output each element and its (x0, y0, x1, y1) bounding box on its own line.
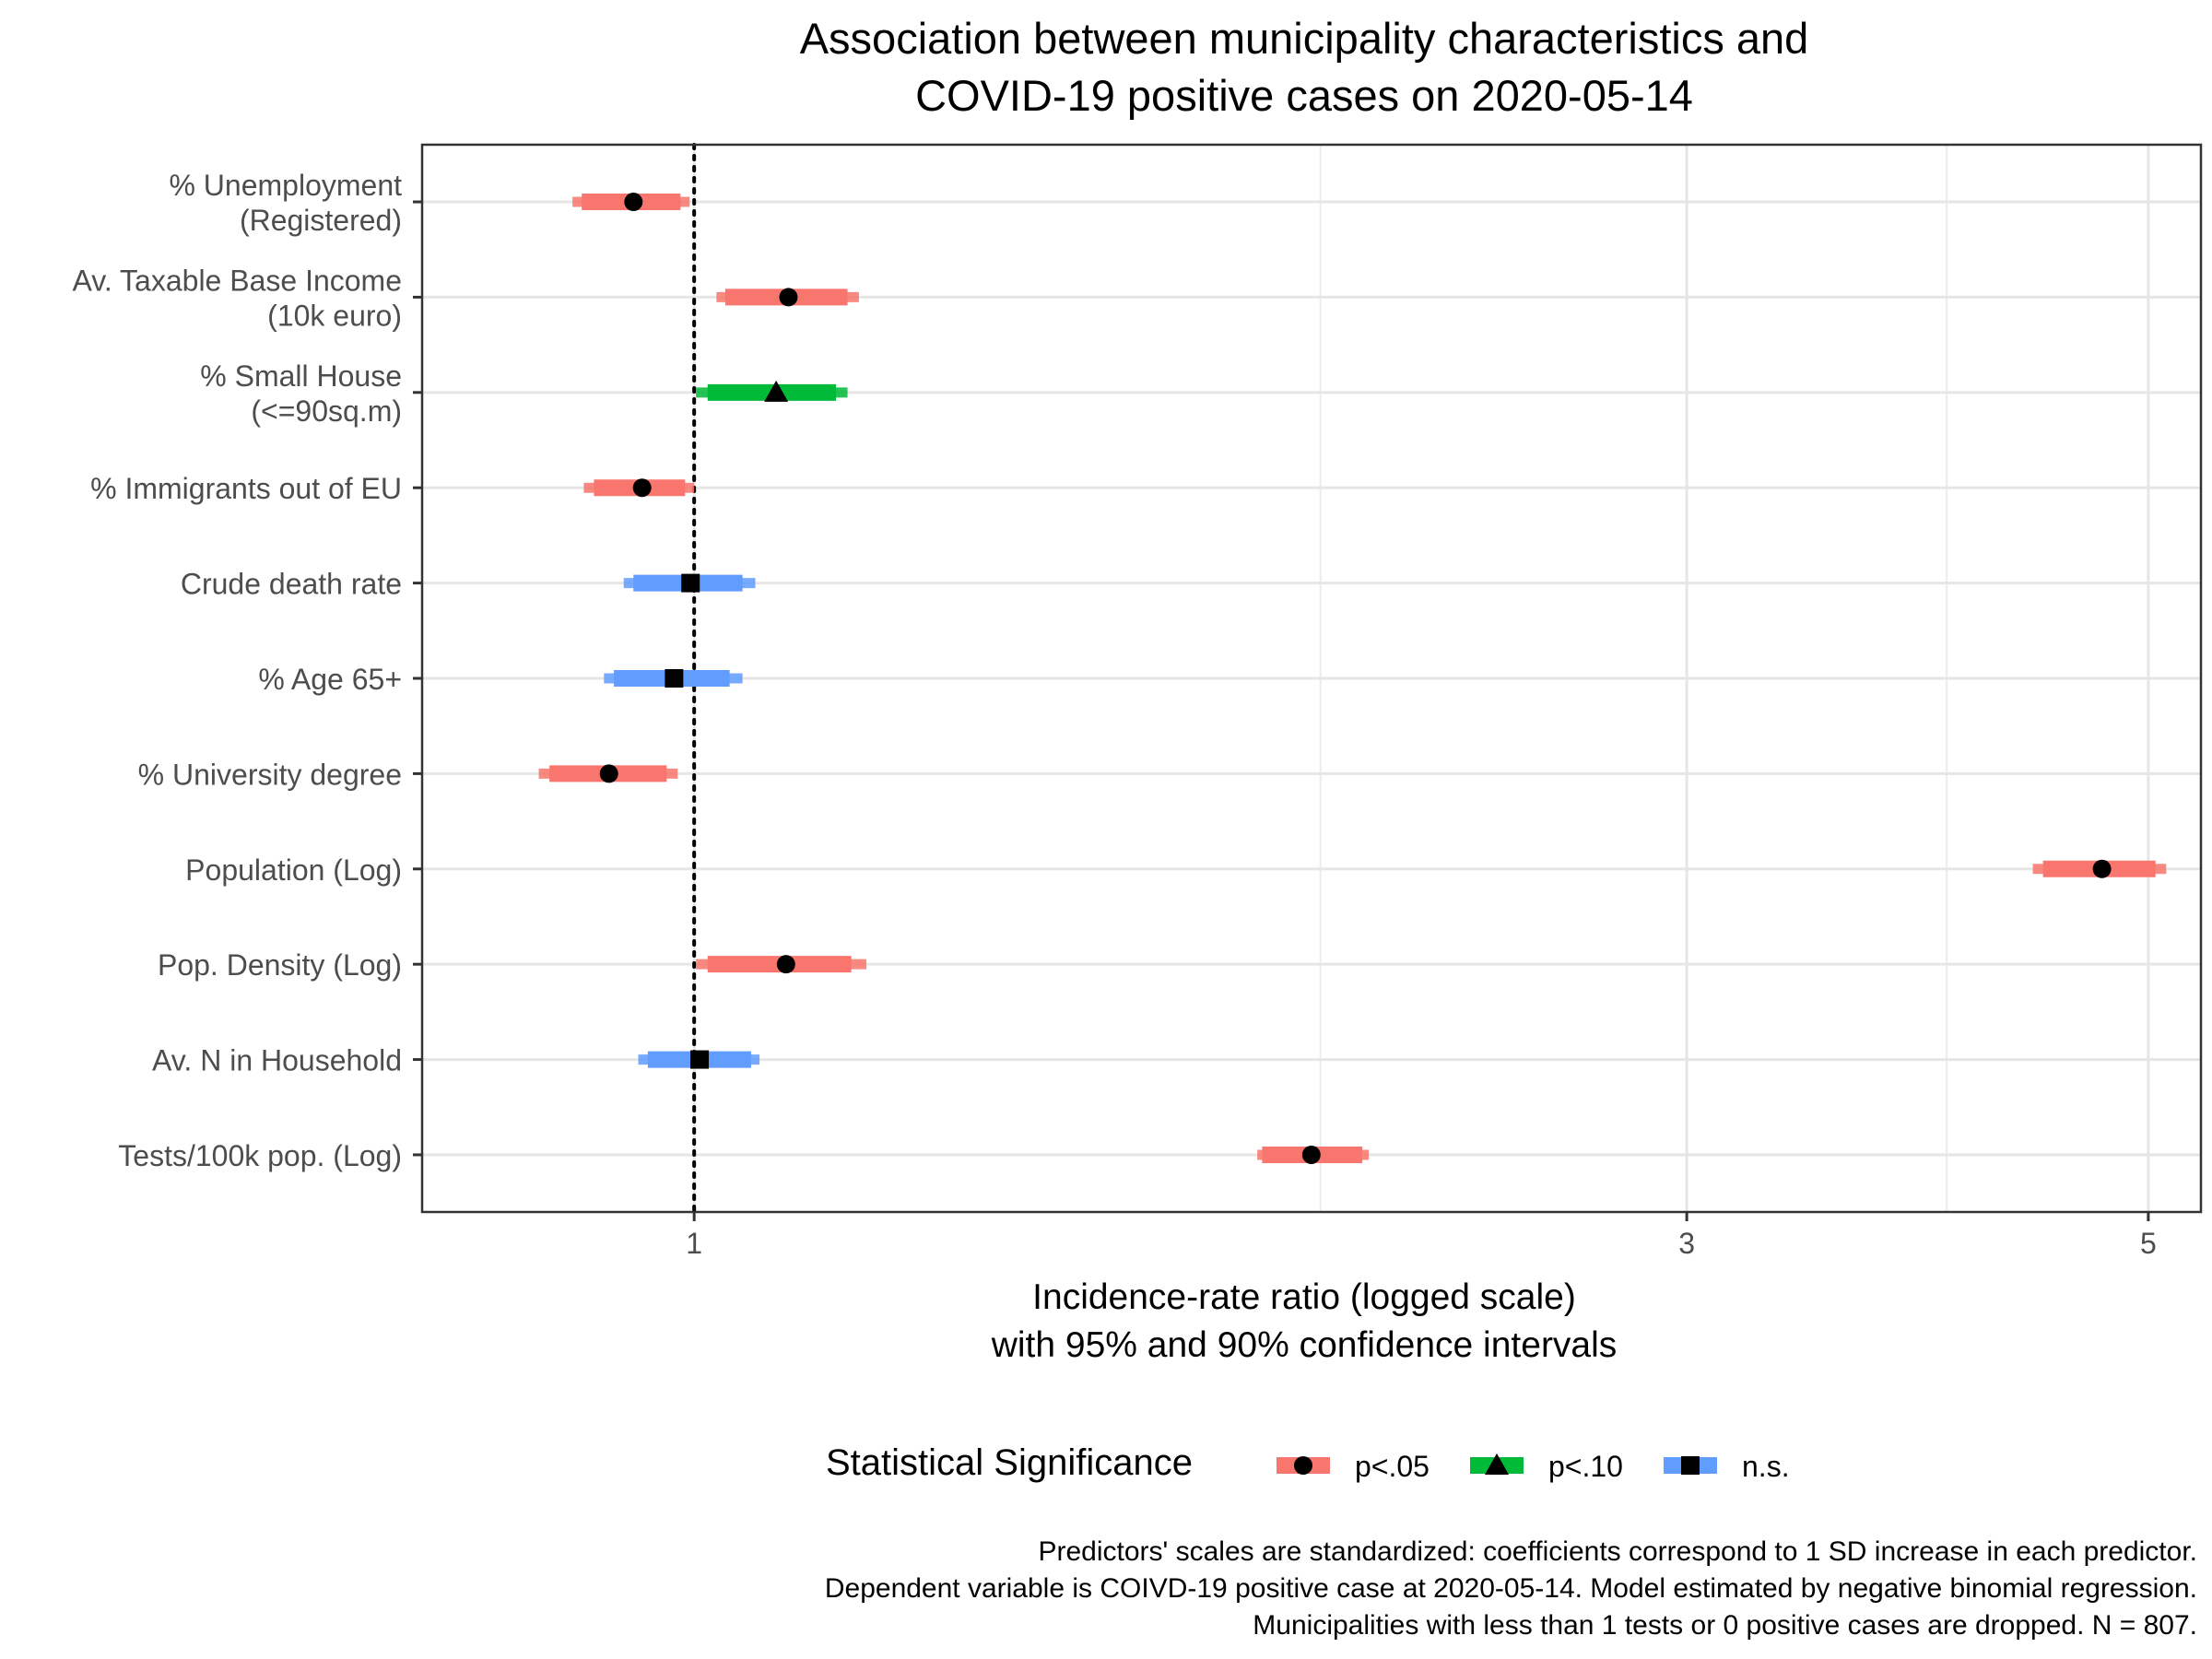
estimate-point (624, 193, 643, 212)
estimate-point (776, 955, 795, 974)
y-tick-label: (<=90sq.m) (251, 394, 402, 428)
legend-label: p<.10 (1548, 1450, 1623, 1483)
y-tick-label: (Registered) (240, 204, 402, 237)
chart-title-line-2: COVID-19 positive cases on 2020-05-14 (915, 71, 1693, 120)
x-tick-label: 1 (686, 1227, 702, 1260)
estimate-point (665, 669, 684, 688)
x-axis-label-line-1: Incidence-rate ratio (logged scale) (1032, 1277, 1576, 1317)
x-tick-label: 3 (1678, 1227, 1695, 1260)
estimate-point (2092, 859, 2112, 878)
x-tick-label: 5 (2140, 1227, 2157, 1260)
estimate-point (1301, 1145, 1321, 1164)
y-tick-label: % Small House (200, 359, 402, 393)
caption-line-3: Municipalities with less than 1 tests or… (1253, 1610, 2197, 1641)
legend-key-triangle (1485, 1453, 1509, 1475)
caption-line-2: Dependent variable is COIVD-19 positive … (825, 1573, 2197, 1604)
caption-line-1: Predictors' scales are standardized: coe… (1039, 1536, 2198, 1567)
legend-label: p<.05 (1355, 1450, 1430, 1483)
estimate-point (632, 478, 652, 498)
x-axis-label-line-2: with 95% and 90% confidence intervals (991, 1325, 1618, 1365)
y-tick-label: % Age 65+ (258, 663, 402, 696)
plot-border (420, 143, 2203, 1214)
y-tick-label: Av. N in Household (152, 1044, 402, 1077)
legend-key-square (1681, 1456, 1700, 1475)
y-tick-label: (10k euro) (267, 299, 402, 332)
y-tick-label: Crude death rate (181, 568, 402, 601)
legend-item: n.s. (1664, 1450, 1790, 1483)
y-tick-label: % University degree (138, 758, 402, 791)
legend-title: Statistical Significance (826, 1442, 1193, 1483)
legend-item: p<.10 (1470, 1450, 1623, 1483)
y-tick-label: Population (Log) (185, 853, 402, 887)
legend-item: p<.05 (1277, 1450, 1430, 1483)
estimate-point (599, 764, 618, 783)
estimate-point (779, 288, 798, 307)
estimate-point (690, 1050, 710, 1069)
y-tick-label: % Immigrants out of EU (90, 472, 402, 505)
y-tick-label: Tests/100k pop. (Log) (118, 1139, 402, 1172)
y-tick-label: Av. Taxable Base Income (72, 264, 402, 297)
legend-key-circle (1294, 1456, 1312, 1475)
y-tick-label: % Unemployment (169, 169, 402, 202)
legend-label: n.s. (1742, 1450, 1790, 1483)
y-tick-label: Pop. Density (Log) (158, 948, 402, 982)
chart-title-line-1: Association between municipality charact… (800, 14, 1809, 63)
estimate-point (764, 380, 789, 402)
estimate-point (681, 573, 700, 593)
